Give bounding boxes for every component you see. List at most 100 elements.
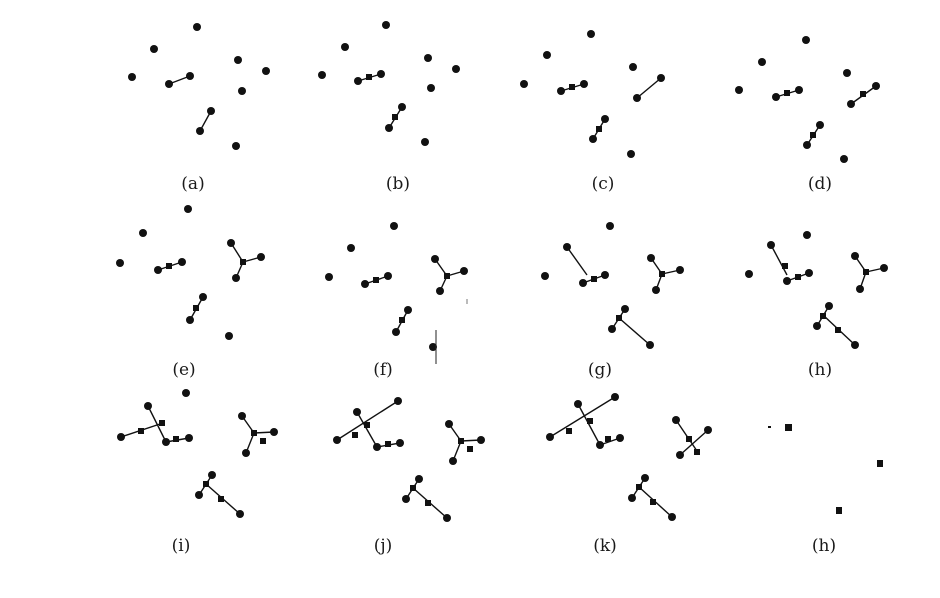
node — [676, 266, 684, 274]
edge — [675, 419, 698, 452]
cluster-center — [587, 418, 593, 424]
panel-g: (g) — [541, 222, 684, 380]
node — [184, 205, 192, 213]
cluster-center — [352, 432, 358, 438]
cluster-center — [373, 277, 379, 283]
node — [431, 255, 439, 263]
node — [587, 30, 595, 38]
node — [803, 231, 811, 239]
panel-h: (h) — [745, 231, 888, 380]
node — [596, 441, 604, 449]
node — [445, 420, 453, 428]
node — [402, 495, 410, 503]
node — [436, 287, 444, 295]
node — [225, 332, 233, 340]
node — [783, 277, 791, 285]
panel-d: (d) — [735, 36, 880, 194]
node — [557, 87, 565, 95]
node — [208, 471, 216, 479]
node — [232, 274, 240, 282]
node — [193, 23, 201, 31]
node — [543, 51, 551, 59]
node — [629, 63, 637, 71]
node — [816, 121, 824, 129]
node — [424, 54, 432, 62]
panel-c: (c) — [520, 30, 665, 194]
panel-caption: (d) — [808, 174, 832, 194]
node — [611, 393, 619, 401]
panel-k: (k) — [546, 393, 712, 556]
node — [606, 222, 614, 230]
node — [580, 80, 588, 88]
edge — [679, 429, 709, 456]
node — [735, 86, 743, 94]
cluster-center — [218, 496, 224, 502]
node — [657, 74, 665, 82]
node — [641, 474, 649, 482]
node — [182, 389, 190, 397]
node — [236, 510, 244, 518]
node — [758, 58, 766, 66]
node — [353, 408, 361, 416]
cluster-center — [425, 500, 431, 506]
edge — [770, 244, 788, 276]
cluster-center — [444, 273, 450, 279]
panel-a: (a) — [128, 23, 270, 194]
cluster-center — [795, 274, 801, 280]
node — [195, 491, 203, 499]
node — [633, 94, 641, 102]
node — [546, 433, 554, 441]
node — [139, 229, 147, 237]
node — [404, 306, 412, 314]
node — [227, 239, 235, 247]
node — [616, 434, 624, 442]
node — [199, 293, 207, 301]
node — [128, 73, 136, 81]
cluster-center — [364, 422, 370, 428]
node — [579, 279, 587, 287]
node — [880, 264, 888, 272]
edge — [566, 246, 588, 276]
node — [398, 103, 406, 111]
node — [795, 86, 803, 94]
cluster-center — [399, 317, 405, 323]
node — [608, 325, 616, 333]
node — [144, 402, 152, 410]
cluster-center — [240, 259, 246, 265]
node — [262, 67, 270, 75]
node — [628, 494, 636, 502]
edge — [618, 317, 651, 346]
cluster-center — [605, 436, 611, 442]
node — [449, 457, 457, 465]
cluster-center — [636, 484, 642, 490]
cluster-center — [366, 74, 372, 80]
node — [574, 400, 582, 408]
cluster-center — [863, 269, 869, 275]
cluster-center — [694, 449, 700, 455]
panel-caption: (e) — [172, 360, 195, 380]
node — [851, 252, 859, 260]
node — [872, 82, 880, 90]
edge — [549, 396, 616, 438]
cluster-center — [251, 430, 257, 436]
cluster-center — [784, 90, 790, 96]
node — [178, 258, 186, 266]
node — [825, 302, 833, 310]
cluster-center — [596, 126, 602, 132]
cluster-center — [820, 313, 826, 319]
node — [117, 433, 125, 441]
node — [325, 273, 333, 281]
cluster-center — [138, 428, 144, 434]
node — [452, 65, 460, 73]
cluster-center — [569, 84, 575, 90]
cluster-center — [392, 114, 398, 120]
panel-caption: (c) — [592, 174, 615, 194]
node — [238, 87, 246, 95]
node — [646, 341, 654, 349]
node — [270, 428, 278, 436]
panel-j: (j) — [333, 397, 485, 556]
node — [443, 514, 451, 522]
node — [377, 70, 385, 78]
cluster-center — [410, 485, 416, 491]
